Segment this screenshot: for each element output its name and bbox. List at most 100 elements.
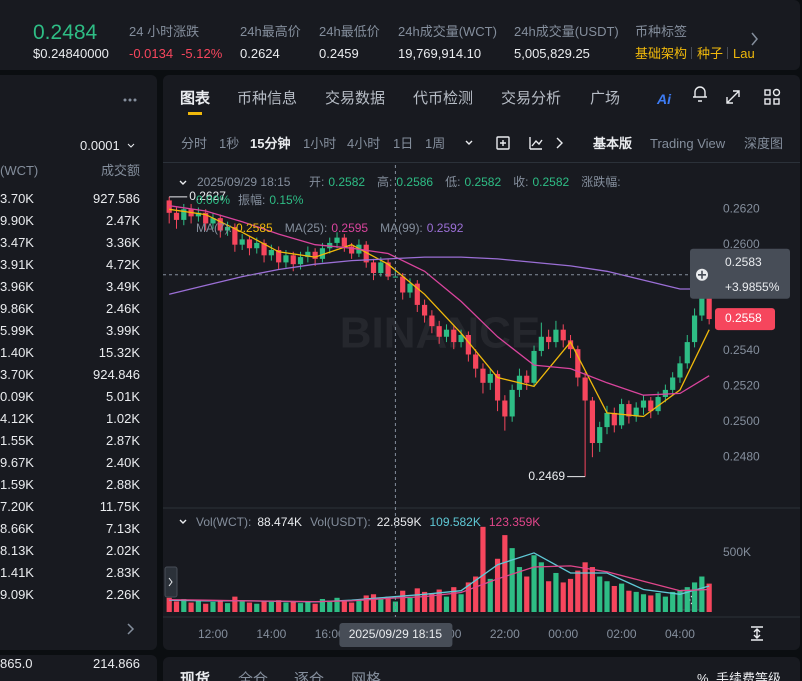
interval[interactable]: 1秒: [219, 135, 240, 151]
volume-bar: [392, 601, 399, 612]
collapse-button[interactable]: [164, 566, 178, 598]
toolbar-icons[interactable]: [179, 86, 781, 641]
volume-bar: [443, 596, 450, 612]
x-tick-label: 12:00: [198, 627, 228, 641]
x-tick-label: 14:00: [256, 627, 286, 641]
vol-legend-label: Vol(WCT):: [196, 515, 251, 529]
candle-body: [451, 329, 457, 343]
volume-bar: [283, 602, 289, 612]
trade-total: 2.47K: [106, 212, 140, 228]
view[interactable]: 深度图: [744, 135, 784, 151]
trade-total: 11.75K: [99, 498, 140, 514]
candle-body: [246, 239, 253, 249]
x-tick-label: 04:00: [665, 627, 695, 641]
interval[interactable]: 分时: [181, 135, 208, 151]
interval[interactable]: 4小时: [347, 135, 381, 151]
ma-legend-label: MA(25):: [285, 221, 328, 235]
precision[interactable]: 0.0001: [80, 137, 120, 153]
volume-bar: [648, 595, 654, 612]
trade-amount: 9.86K: [0, 300, 34, 316]
volume-bar: [385, 596, 391, 612]
trade-total: 3.49K: [106, 278, 140, 294]
tab[interactable]: 广场: [590, 89, 621, 107]
candle-body: [349, 246, 355, 254]
precision-caret[interactable]: [127, 143, 135, 148]
order-tab[interactable]: 逐仓: [294, 670, 325, 681]
interval[interactable]: 15分钟: [250, 135, 291, 151]
ma-legend-label: MA(99):: [380, 221, 423, 235]
candle-body: [691, 315, 698, 343]
interval[interactable]: 1周: [425, 135, 446, 151]
tab[interactable]: 图表: [180, 89, 211, 107]
volume-bar: [173, 601, 180, 612]
expand-arrow[interactable]: [127, 623, 135, 635]
trade-amount: 3.70K: [0, 366, 34, 382]
y-tick-label: 0.2500: [723, 414, 760, 428]
trade-amount: 3.47K: [0, 234, 34, 250]
view[interactable]: 基本版: [593, 135, 633, 151]
tag[interactable]: 基础架构: [635, 45, 688, 61]
volume-bar: [560, 582, 566, 612]
candle-body: [677, 363, 683, 378]
column-head: 成交额: [100, 162, 140, 178]
candle-body: [319, 248, 326, 259]
ai-button[interactable]: Ai: [657, 91, 671, 107]
candle-body: [546, 336, 552, 343]
volume-bar: [538, 562, 544, 612]
candle-body: [670, 377, 676, 390]
tab[interactable]: 币种信息: [237, 89, 298, 107]
legend-value: 0.00%: [196, 193, 230, 207]
stat-label: 币种标签: [635, 23, 688, 39]
fee-label[interactable]: 手续费等级: [716, 670, 782, 681]
volume-bar: [524, 576, 530, 612]
scroll-arrow[interactable]: [751, 32, 758, 46]
volume-bar: [670, 591, 676, 612]
interval[interactable]: 1小时: [303, 135, 337, 151]
tab[interactable]: 交易分析: [501, 89, 562, 107]
tag[interactable]: Lau: [733, 45, 755, 61]
candle-body: [268, 250, 274, 256]
tab[interactable]: 交易数据: [325, 89, 386, 107]
volume-bar: [567, 578, 574, 612]
trade-total: 4.72K: [106, 256, 140, 272]
trade-amount: 3.70K: [0, 190, 34, 206]
crosshair-time-box: [339, 623, 453, 647]
volume-bar: [451, 587, 457, 612]
candle-body: [706, 280, 712, 320]
stat-label: 24h最高价: [240, 23, 301, 39]
volume-bar: [239, 601, 245, 612]
interval[interactable]: 1日: [393, 135, 414, 151]
fee-icon[interactable]: %: [697, 670, 709, 681]
extreme-label: 0.2627: [189, 189, 226, 203]
vol-legend-value: 22.859K: [377, 515, 422, 529]
y-tick-label: 0.2620: [723, 201, 760, 215]
trade-amount: 8.13K: [0, 542, 34, 558]
volume-bar: [349, 602, 355, 612]
crosshair-price: 0.2583: [725, 255, 762, 269]
volume-bar: [494, 558, 501, 612]
legend-label: 收:: [513, 175, 528, 189]
volume-bar: [378, 598, 384, 612]
candle-body: [494, 373, 501, 401]
order-tab[interactable]: 现货: [180, 670, 211, 681]
tag[interactable]: 种子: [697, 45, 724, 61]
volume-bar: [531, 555, 537, 612]
volume-bar: [421, 591, 428, 612]
volume-bar: [589, 567, 596, 612]
volume-bar: [473, 576, 479, 612]
ma-line: [169, 208, 710, 418]
order-tab[interactable]: 全仓: [238, 670, 269, 681]
view[interactable]: Trading View: [650, 135, 726, 151]
volume-bar: [655, 593, 661, 612]
candle-body: [604, 412, 610, 428]
order-tab[interactable]: 网格: [351, 670, 382, 681]
more-menu[interactable]: [123, 98, 137, 102]
volume-bar: [619, 583, 625, 612]
trade-total: 2.26K: [106, 586, 140, 602]
tab[interactable]: 代币检测: [413, 89, 474, 107]
legend-value: 0.2582: [532, 175, 569, 189]
volume-bar: [553, 572, 559, 612]
volume-bar: [706, 583, 712, 612]
tag-separator: [691, 47, 693, 59]
candle-body: [421, 304, 428, 316]
